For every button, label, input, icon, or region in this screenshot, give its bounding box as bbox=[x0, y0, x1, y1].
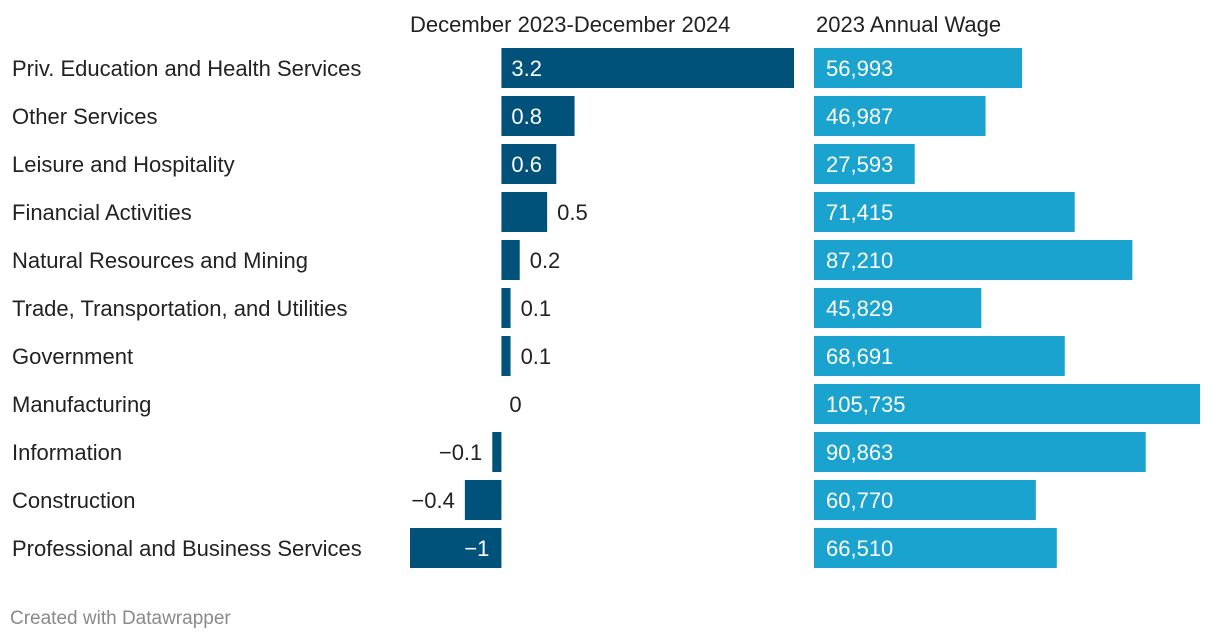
value-label-wage: 27,593 bbox=[826, 152, 893, 177]
value-label-change: −0.4 bbox=[411, 488, 454, 513]
column-title-wage: 2023 Annual Wage bbox=[816, 12, 1001, 37]
value-label-wage: 90,863 bbox=[826, 440, 893, 465]
bar-wage bbox=[814, 528, 1057, 568]
bar-change bbox=[501, 288, 511, 328]
bar-wage bbox=[814, 48, 1023, 88]
bar-wage bbox=[814, 480, 1036, 520]
bar-change bbox=[501, 336, 511, 376]
bar-change bbox=[501, 96, 575, 136]
category-label: Leisure and Hospitality bbox=[12, 152, 235, 177]
value-label-change: 0.6 bbox=[511, 152, 542, 177]
value-label-wage: 105,735 bbox=[826, 392, 906, 417]
category-label: Professional and Business Services bbox=[12, 536, 362, 561]
category-label: Priv. Education and Health Services bbox=[12, 56, 361, 81]
bar-change bbox=[410, 528, 502, 568]
bar-change bbox=[501, 192, 548, 232]
value-label-change: 3.2 bbox=[511, 56, 542, 81]
value-label-change: 0 bbox=[509, 392, 521, 417]
value-label-change: 0.8 bbox=[511, 104, 542, 129]
value-label-wage: 46,987 bbox=[826, 104, 893, 129]
bar-wage bbox=[814, 240, 1133, 280]
value-label-change: −0.1 bbox=[439, 440, 482, 465]
value-label-wage: 66,510 bbox=[826, 536, 893, 561]
category-label: Trade, Transportation, and Utilities bbox=[12, 296, 347, 321]
bar-change bbox=[501, 48, 794, 88]
category-label: Financial Activities bbox=[12, 200, 192, 225]
value-label-wage: 68,691 bbox=[826, 344, 893, 369]
bar-wage bbox=[814, 192, 1075, 232]
bar-wage bbox=[814, 336, 1065, 376]
chart-svg: December 2023-December 2024 2023 Annual W… bbox=[12, 12, 1200, 568]
bar-wage bbox=[814, 144, 915, 184]
bar-wage bbox=[814, 384, 1200, 424]
category-label: Other Services bbox=[12, 104, 158, 129]
value-label-wage: 45,829 bbox=[826, 296, 893, 321]
value-label-wage: 87,210 bbox=[826, 248, 893, 273]
value-label-change: 0.2 bbox=[530, 248, 561, 273]
bar-change bbox=[492, 432, 502, 472]
bar-wage bbox=[814, 288, 982, 328]
column-title-change: December 2023-December 2024 bbox=[410, 12, 730, 37]
bar-wage bbox=[814, 96, 986, 136]
value-label-change: 0.1 bbox=[521, 344, 552, 369]
value-label-wage: 56,993 bbox=[826, 56, 893, 81]
value-label-wage: 60,770 bbox=[826, 488, 893, 513]
category-label: Manufacturing bbox=[12, 392, 151, 417]
category-label: Natural Resources and Mining bbox=[12, 248, 308, 273]
category-label: Information bbox=[12, 440, 122, 465]
category-label: Government bbox=[12, 344, 133, 369]
value-label-change: 0.5 bbox=[557, 200, 588, 225]
value-label-change: −1 bbox=[464, 536, 489, 561]
bar-change bbox=[501, 240, 520, 280]
category-label: Construction bbox=[12, 488, 136, 513]
value-label-wage: 71,415 bbox=[826, 200, 893, 225]
bar-change bbox=[464, 480, 502, 520]
value-label-change: 0.1 bbox=[521, 296, 552, 321]
bar-change bbox=[501, 144, 557, 184]
footer-credit: Created with Datawrapper bbox=[10, 608, 231, 629]
bar-wage bbox=[814, 432, 1146, 472]
